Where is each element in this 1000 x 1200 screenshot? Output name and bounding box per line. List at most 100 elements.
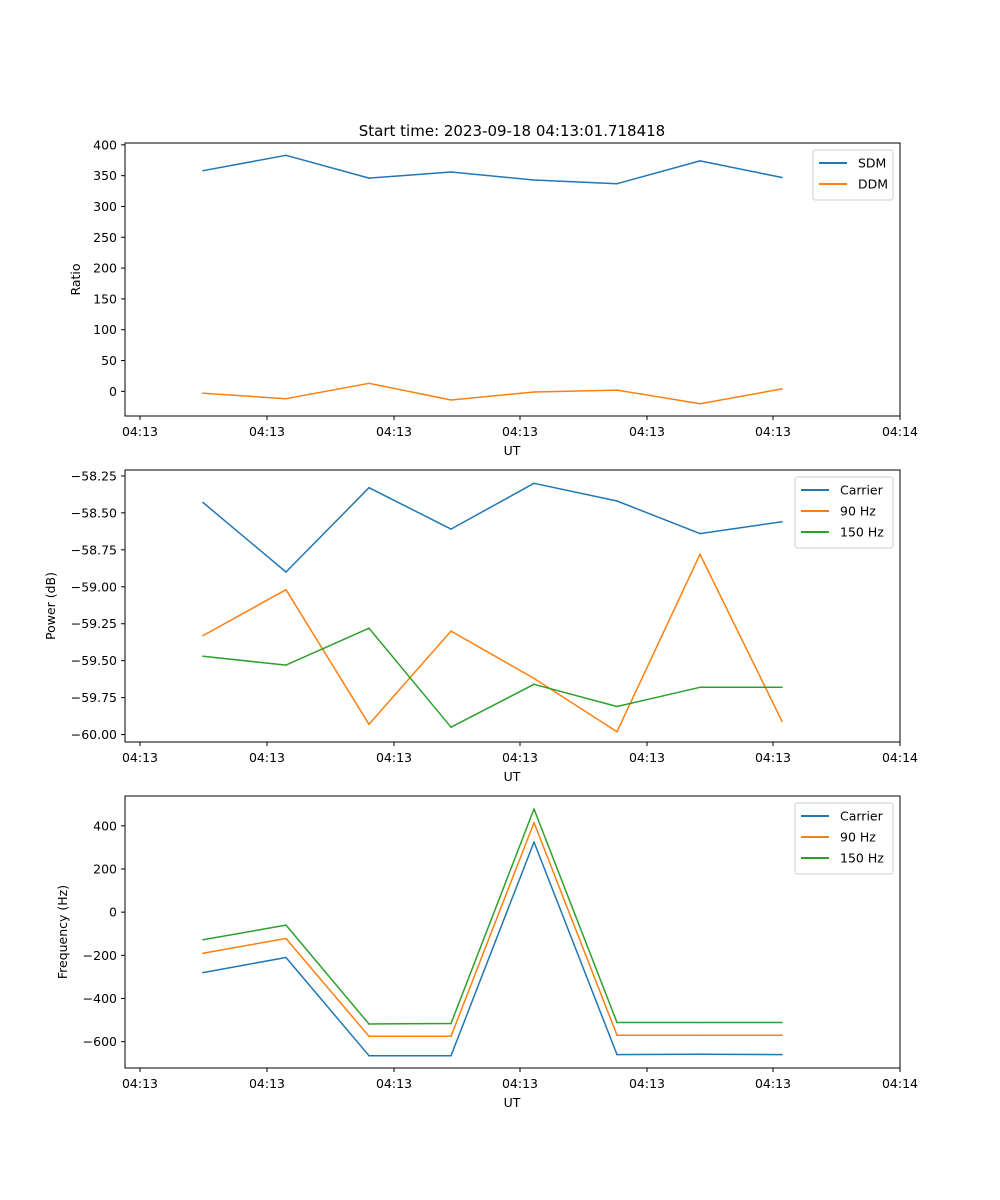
legend-label: 150 Hz	[840, 851, 884, 866]
data-point	[616, 1034, 618, 1036]
data-point	[202, 655, 204, 658]
legend-box	[794, 476, 894, 549]
data-point	[533, 821, 535, 824]
series-line	[202, 627, 782, 728]
y-tick-label: −59.50	[71, 653, 117, 668]
data-point	[533, 179, 535, 181]
data-point	[285, 154, 287, 157]
data-point	[616, 730, 618, 733]
legend-label: Carrier	[840, 483, 884, 498]
x-tick-label: 04:13	[376, 424, 412, 439]
data-point	[368, 486, 370, 489]
x-tick-label: 04:14	[882, 1076, 918, 1091]
x-tick-label: 04:13	[502, 750, 538, 765]
legend-label: 90 Hz	[840, 830, 876, 845]
legend-label: SDM	[858, 156, 886, 171]
series-line	[202, 154, 783, 185]
legend: Carrier 90 Hz 150 Hz	[794, 476, 894, 549]
data-point	[450, 1035, 452, 1038]
data-point	[450, 630, 452, 632]
y-tick-label: −59.75	[71, 690, 117, 705]
x-tick-label: 04:13	[249, 750, 285, 765]
data-point	[285, 937, 287, 940]
y-tick-label: −60.00	[71, 727, 117, 742]
x-tick-label: 04:13	[502, 1076, 538, 1091]
data-point	[781, 388, 783, 390]
data-point	[699, 402, 701, 405]
y-tick-label: −58.75	[71, 542, 117, 557]
y-tick-label: 400	[93, 818, 117, 833]
y-axis-label: Frequency (Hz)	[55, 885, 70, 979]
legend-label: Carrier	[840, 809, 884, 824]
x-tick-label: 04:13	[249, 1076, 285, 1091]
y-tick-label: 400	[93, 137, 117, 152]
axes-frame	[124, 142, 901, 417]
legend-label: DDM	[858, 177, 888, 192]
x-tick-label: 04:13	[629, 424, 665, 439]
data-point	[368, 382, 370, 385]
series-line	[202, 553, 783, 733]
x-axis-label: UT	[504, 769, 521, 784]
data-point	[616, 1053, 618, 1056]
series-line	[202, 482, 783, 573]
series-150-hz	[202, 808, 783, 1025]
series-sdm	[202, 154, 783, 185]
data-point	[533, 808, 535, 810]
x-tick-label: 04:14	[882, 424, 918, 439]
subplot-ratio: 0 50 100 150 200 250 300 350 400 04:13 04:13 04:13 0…	[68, 137, 918, 458]
data-point	[450, 1022, 452, 1025]
data-point	[450, 528, 452, 530]
data-point	[285, 956, 287, 959]
y-tick-label: 300	[93, 199, 117, 214]
legend-label: 150 Hz	[840, 525, 884, 540]
data-point	[699, 1034, 701, 1036]
data-point	[699, 553, 701, 556]
x-tick-label: 04:13	[122, 424, 158, 439]
y-tick-label: −58.50	[71, 505, 117, 520]
y-axis-label: Power (dB)	[43, 572, 58, 640]
legend-label: 90 Hz	[840, 504, 876, 519]
data-point	[616, 500, 618, 502]
subplot-power: −60.00 −59.75 −59.50 −59.25 −59.00 −58.75 −58.…	[43, 468, 918, 784]
data-point	[285, 571, 287, 573]
data-point	[202, 169, 204, 172]
x-axis-label: UT	[504, 1095, 521, 1110]
x-tick-label: 04:13	[629, 1076, 665, 1091]
data-point	[699, 1053, 701, 1055]
x-tick-label: 04:13	[755, 750, 791, 765]
y-tick-label: 0	[109, 384, 117, 399]
data-point	[533, 841, 535, 843]
data-point	[616, 182, 618, 185]
data-point	[202, 939, 204, 941]
data-point	[368, 1023, 370, 1025]
legend-box	[794, 802, 894, 875]
y-tick-label: 50	[101, 353, 117, 368]
series-90-hz	[202, 821, 783, 1038]
data-point	[285, 924, 287, 926]
y-tick-label: −600	[83, 1034, 117, 1049]
y-tick-label: 200	[93, 261, 117, 276]
x-axis-label: UT	[504, 443, 521, 458]
series-carrier	[202, 482, 783, 573]
x-tick-label: 04:13	[376, 1076, 412, 1091]
series-150-hz	[202, 627, 783, 728]
x-tick-label: 04:13	[629, 750, 665, 765]
data-point	[450, 1054, 452, 1057]
series-carrier	[202, 841, 783, 1057]
data-point	[616, 705, 618, 708]
y-tick-label: −200	[83, 948, 117, 963]
x-tick-label: 04:13	[122, 750, 158, 765]
y-tick-label: 150	[93, 291, 117, 306]
x-tick-label: 04:13	[755, 424, 791, 439]
data-point	[616, 389, 618, 391]
data-point	[781, 720, 783, 723]
data-point	[450, 399, 452, 401]
legend: SDM DDM	[812, 149, 894, 201]
y-tick-label: −400	[83, 991, 117, 1006]
data-point	[699, 532, 701, 535]
data-point	[285, 664, 287, 666]
data-point	[202, 501, 204, 504]
data-point	[202, 392, 204, 395]
x-tick-label: 04:13	[122, 1076, 158, 1091]
data-point	[368, 1054, 370, 1057]
